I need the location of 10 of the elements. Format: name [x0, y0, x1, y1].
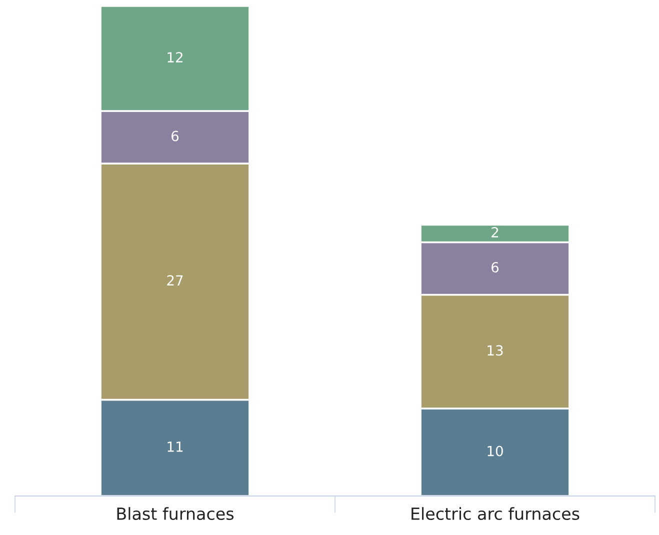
data-label: 6 — [172, 130, 179, 142]
data-label: 27 — [167, 275, 183, 286]
data-label: 12 — [168, 52, 182, 62]
data-label: 2 — [492, 227, 498, 238]
data-label: 10 — [488, 446, 503, 456]
x-tick-label: Electric arc furnaces — [412, 507, 580, 520]
data-label: 13 — [488, 345, 503, 356]
x-tick-label: Blast furnaces — [117, 507, 234, 520]
data-label: 11 — [168, 442, 183, 452]
data-label: 6 — [492, 262, 499, 273]
